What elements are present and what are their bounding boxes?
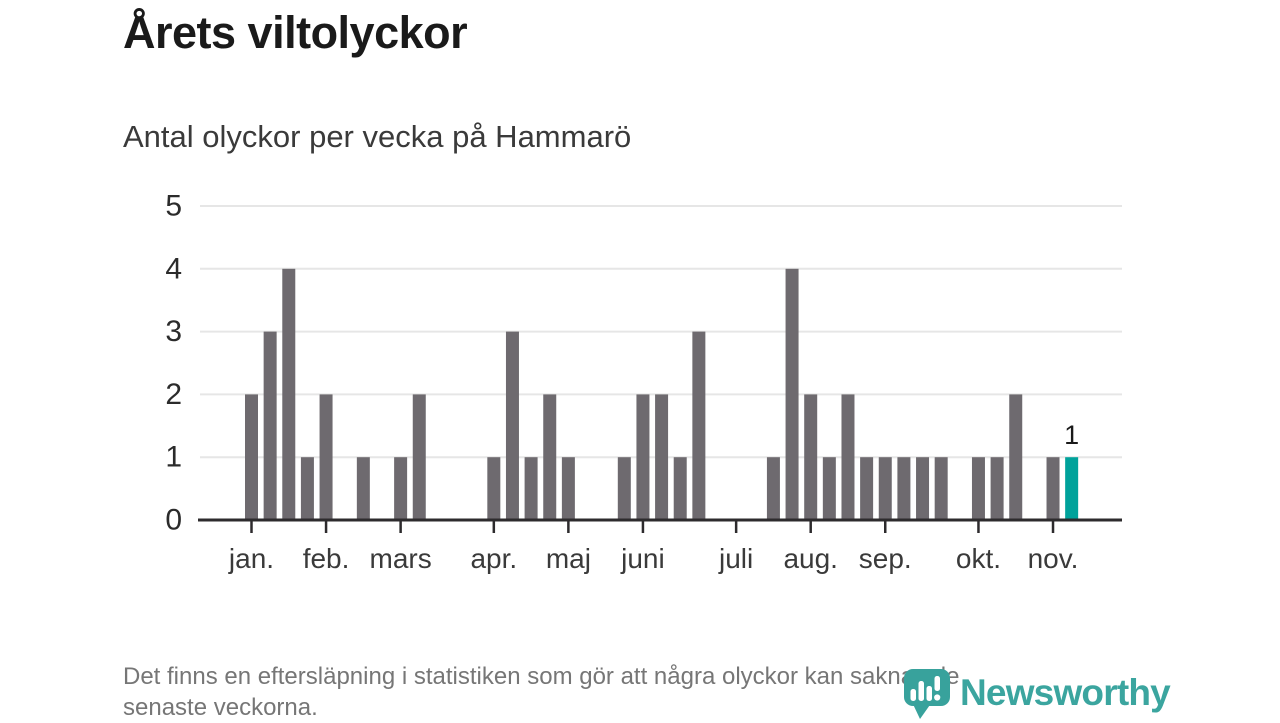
y-axis-label-3: 3 (165, 315, 182, 348)
bar-week-7 (356, 457, 370, 520)
bar-week-14 (487, 457, 501, 520)
bar-week-17 (543, 394, 557, 520)
y-axis-label-5: 5 (165, 190, 182, 223)
y-axis-label-1: 1 (165, 441, 182, 474)
bar-week-33 (841, 394, 855, 520)
footnote: Det finns en eftersläpning i statistiken… (123, 661, 1183, 723)
bar-week-45 (1065, 457, 1079, 520)
x-axis-label-jan: jan. (228, 543, 274, 574)
newsworthy-wordmark: Newsworthy (960, 672, 1171, 713)
bar-week-37 (916, 457, 930, 520)
bar-week-41 (990, 457, 1004, 520)
bar-week-25 (692, 331, 706, 520)
x-axis-label-maj: maj (546, 543, 591, 574)
bar-week-2 (263, 331, 277, 520)
bar-week-24 (673, 457, 687, 520)
y-axis-label-2: 2 (165, 378, 182, 411)
x-axis-label-apr: apr. (470, 543, 517, 574)
bar-week-22 (636, 394, 650, 520)
highlight-value-label: 1 (1064, 420, 1079, 450)
bar-week-36 (897, 457, 911, 520)
bar-week-21 (617, 457, 631, 520)
bar-week-23 (655, 394, 669, 520)
bar-week-40 (971, 457, 985, 520)
bar-week-38 (934, 457, 948, 520)
x-axis-label-sep: sep. (859, 543, 912, 574)
bar-week-31 (804, 394, 818, 520)
footnote-line: Det finns en eftersläpning i statistiken… (123, 663, 960, 690)
bar-week-3 (282, 268, 296, 520)
bar-week-32 (822, 457, 836, 520)
x-axis-label-okt: okt. (956, 543, 1001, 574)
x-axis-label-juni: juni (620, 543, 665, 574)
chart-subtitle: Antal olyckor per vecka på Hammarö (123, 119, 632, 154)
bar-week-44 (1046, 457, 1060, 520)
bar-week-35 (878, 457, 892, 520)
bar-week-9 (394, 457, 408, 520)
y-axis-label-0: 0 (165, 504, 182, 537)
x-axis-label-juli: juli (718, 543, 753, 574)
bar-week-4 (300, 457, 314, 520)
x-axis-label-feb: feb. (303, 543, 350, 574)
x-axis-label-aug: aug. (783, 543, 838, 574)
x-axis-label-nov: nov. (1028, 543, 1079, 574)
bar-week-15 (505, 331, 519, 520)
bar-week-42 (1009, 394, 1023, 520)
x-axis-label-mars: mars (370, 543, 432, 574)
bar-week-18 (561, 457, 575, 520)
newsworthy-logo: Newsworthy (903, 668, 1171, 720)
bar-week-34 (860, 457, 874, 520)
bar-week-30 (785, 268, 799, 520)
bar-week-5 (319, 394, 333, 520)
bar-week-10 (412, 394, 426, 520)
bar-week-16 (524, 457, 538, 520)
bar-week-1 (245, 394, 258, 520)
page-title: Årets viltolyckor (123, 7, 468, 58)
footnote-line: senaste veckorna. (123, 694, 318, 721)
bar-week-29 (766, 457, 780, 520)
newsworthy-bubble-chart-icon (904, 669, 950, 719)
y-axis-label-4: 4 (165, 252, 182, 285)
